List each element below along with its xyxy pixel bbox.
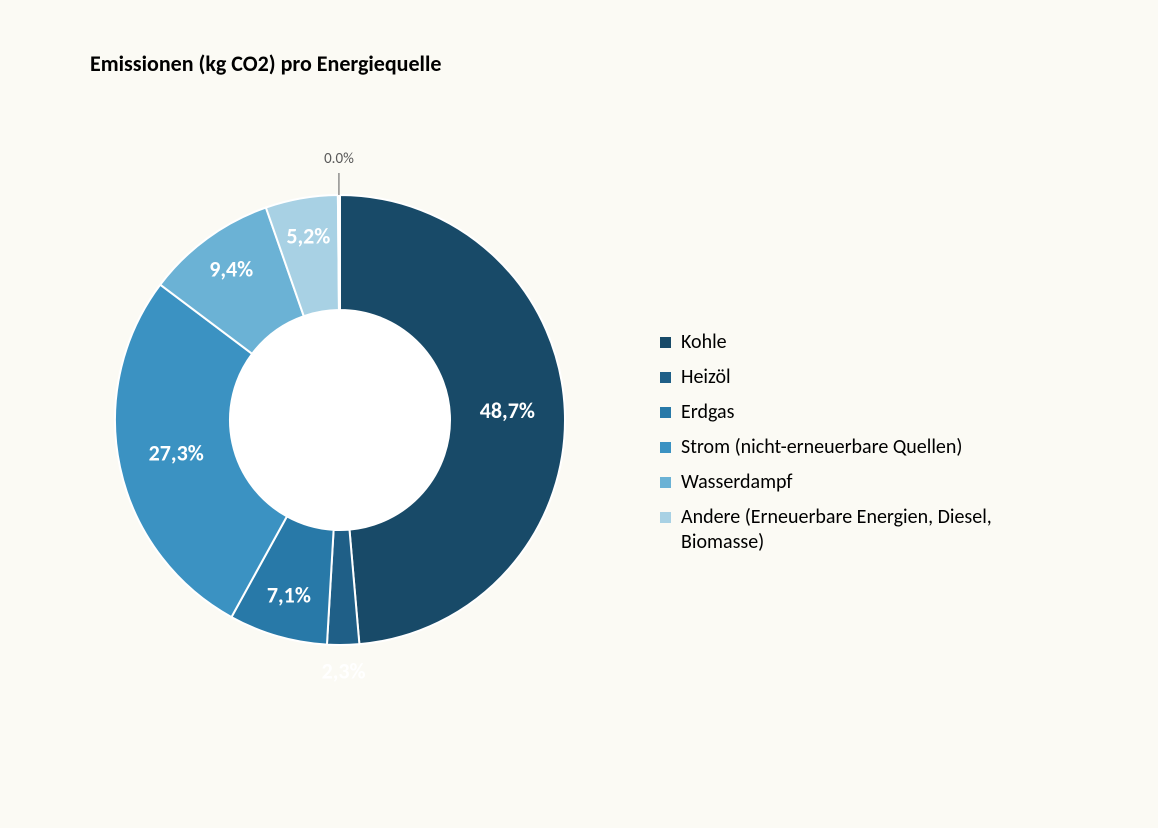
legend-item: Wasserdampf <box>660 470 1090 495</box>
legend-swatch <box>660 442 671 453</box>
legend-item: Andere (Erneuerbare Energien, Diesel, Bi… <box>660 505 1090 555</box>
slice-label: 48,7% <box>480 397 535 424</box>
legend-swatch <box>660 512 671 523</box>
chart-title: Emissionen (kg CO2) pro Energiequelle <box>90 50 441 77</box>
slice-label: 27,3% <box>149 439 204 466</box>
legend-item: Heizöl <box>660 365 1090 390</box>
legend-label: Andere (Erneuerbare Energien, Diesel, Bi… <box>681 505 1041 555</box>
page-root: Emissionen (kg CO2) pro Energiequelle 48… <box>0 0 1158 828</box>
slice-label-outside: 0.0% <box>324 150 354 168</box>
donut-hole <box>230 310 450 530</box>
legend-label: Erdgas <box>681 400 734 425</box>
slice-tiny <box>338 195 340 310</box>
legend-item: Erdgas <box>660 400 1090 425</box>
donut-chart: 48,7%2,3%7,1%27,3%9,4%5,2%0.0% <box>80 120 600 680</box>
slice-label: 2,3% <box>322 657 366 684</box>
legend-label: Strom (nicht-erneuerbare Quellen) <box>681 435 962 460</box>
slice-label: 5,2% <box>286 223 330 250</box>
legend-swatch <box>660 407 671 418</box>
legend-label: Heizöl <box>681 365 731 390</box>
legend: Kohle Heizöl Erdgas Strom (nicht-erneuerbar… <box>660 330 1090 565</box>
slice-label: 7,1% <box>267 582 311 609</box>
legend-item: Kohle <box>660 330 1090 355</box>
legend-swatch <box>660 477 671 488</box>
legend-item: Strom (nicht-erneuerbare Quellen) <box>660 435 1090 460</box>
slice-label: 9,4% <box>209 255 253 282</box>
donut-svg: 48,7%2,3%7,1%27,3%9,4%5,2%0.0% <box>80 120 600 680</box>
legend-swatch <box>660 372 671 383</box>
legend-swatch <box>660 337 671 348</box>
legend-label: Kohle <box>681 330 727 355</box>
legend-label: Wasserdampf <box>681 470 792 495</box>
